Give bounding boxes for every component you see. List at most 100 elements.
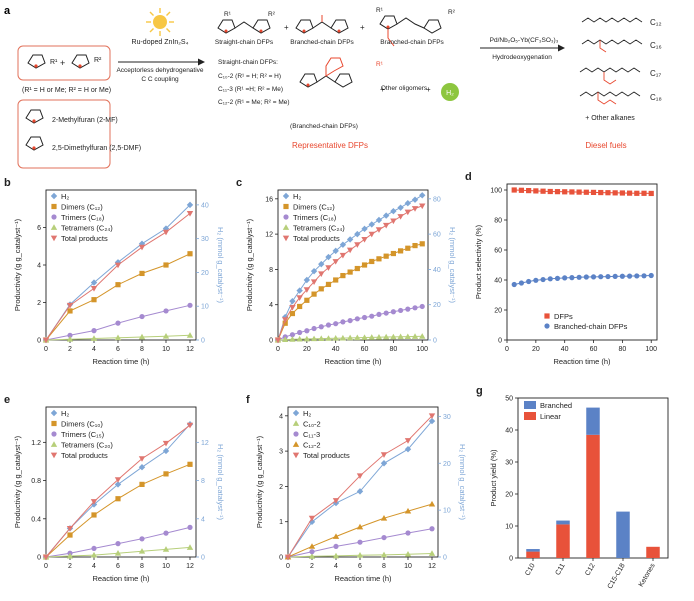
catalyst-label: Ru-doped ZnIn₂S₄: [132, 39, 189, 46]
plus-sign: +: [426, 85, 431, 94]
data-point: [51, 203, 57, 210]
data-point: [419, 333, 426, 339]
x-tick-label: 6: [116, 563, 120, 570]
chart-panel-e: e 0 2 4 6 8 10 12 Reaction time (h) 0 0.4 0.8 1.2 Pro…: [4, 394, 225, 583]
data-point: [346, 334, 354, 341]
x-axis-label: Reaction time (h): [553, 357, 611, 366]
data-point: [114, 477, 122, 483]
data-point: [390, 309, 396, 315]
legend-label: Trimers (C₁₈): [61, 213, 105, 222]
bar-linear: [556, 524, 570, 558]
data-point: [325, 265, 332, 271]
data-point: [361, 225, 368, 233]
data-point: [115, 320, 121, 326]
data-point: [605, 190, 611, 196]
r1-label: R¹: [224, 11, 232, 18]
data-point: [138, 463, 146, 471]
data-point: [590, 274, 597, 280]
data-point: [309, 549, 315, 555]
legend-label: C₁₁-3: [303, 430, 320, 439]
y2-axis-label: H₂ (mmol g_catalyst⁻¹): [458, 444, 467, 521]
y-tick-label: 4: [37, 263, 41, 270]
x-tick-label: 60: [361, 346, 369, 353]
data-point: [405, 306, 411, 312]
data-point: [66, 336, 74, 342]
y2-tick-label: 40: [201, 202, 209, 209]
data-point: [511, 187, 517, 193]
data-point: [50, 409, 58, 417]
data-point: [397, 307, 404, 314]
data-point: [90, 335, 98, 341]
data-point: [518, 187, 525, 193]
data-point: [369, 313, 375, 319]
y-tick-label: 80: [494, 218, 502, 225]
y-tick-label: 1: [279, 519, 283, 526]
panel-label: g: [476, 385, 483, 397]
data-point: [526, 278, 532, 285]
data-point: [544, 313, 550, 319]
x-tick-label: 20: [532, 346, 540, 353]
x-tick-label: 10: [162, 563, 170, 570]
alkane-structures: [579, 17, 643, 105]
y-tick-label: 0.8: [31, 478, 41, 485]
data-point: [67, 532, 73, 538]
r1-label: R¹: [50, 59, 58, 66]
data-point: [186, 211, 194, 217]
data-point: [162, 440, 170, 447]
data-point: [163, 471, 169, 477]
plus-sign: +: [380, 85, 385, 94]
legend-label: Trimers (C₁₈): [293, 213, 337, 222]
y2-axis-label: H₂ (mmol g_catalyst⁻¹): [216, 227, 225, 304]
plus-sign: +: [60, 58, 65, 68]
data-point: [361, 262, 368, 268]
x-tick-label: 6: [358, 563, 362, 570]
data-point: [518, 280, 525, 286]
data-point: [390, 207, 397, 215]
data-point: [419, 303, 425, 310]
data-point: [187, 524, 193, 530]
data-point: [90, 286, 98, 292]
data-point: [369, 258, 375, 265]
data-point: [114, 262, 122, 269]
legend-label: Branched: [540, 401, 572, 410]
x-tick-label: 60: [590, 346, 598, 353]
data-point: [404, 507, 412, 514]
data-point: [318, 335, 325, 341]
x-axis-label: Reaction time (h): [92, 357, 150, 366]
data-point: [296, 287, 303, 294]
y2-tick-label: 20: [443, 461, 451, 468]
data-point: [318, 271, 325, 278]
x-tick-label: C10: [524, 562, 537, 577]
x-tick-label: 100: [645, 346, 657, 353]
data-point: [368, 221, 375, 228]
data-point: [66, 302, 74, 309]
data-point: [311, 325, 317, 332]
data-point: [404, 209, 412, 216]
data-point: [283, 203, 289, 210]
data-point: [412, 242, 418, 249]
data-point: [598, 274, 604, 280]
x-tick-label: 4: [334, 563, 338, 570]
y2-tick-label: 10: [201, 304, 209, 311]
data-point: [303, 287, 311, 293]
x-tick-label: C15-C18: [607, 562, 627, 590]
data-point: [311, 291, 317, 297]
panel-label: b: [4, 177, 11, 189]
data-point: [187, 461, 193, 467]
data-point: [310, 279, 318, 285]
y2-tick-label: 30: [201, 236, 209, 243]
y2-tick-label: 40: [433, 267, 441, 274]
x-tick-label: 0: [505, 346, 509, 353]
data-point: [411, 333, 419, 339]
data-point: [282, 317, 289, 323]
data-point: [583, 189, 589, 195]
legend-label: C₁₀-2: [303, 420, 321, 429]
data-point: [187, 302, 193, 308]
data-point: [598, 189, 604, 196]
data-point: [612, 190, 618, 196]
data-point: [91, 512, 97, 518]
data-point: [325, 322, 332, 328]
data-point: [333, 321, 339, 327]
data-point: [283, 214, 289, 220]
y-tick-label: 30: [505, 460, 513, 467]
